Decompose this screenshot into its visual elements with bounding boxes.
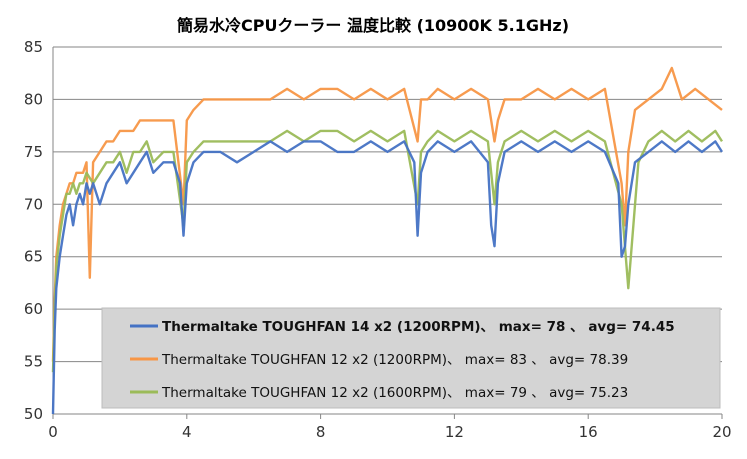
x-tick-label: 20 [712,423,731,441]
legend-label-1: Thermaltake TOUGHFAN 12 x2 (1200RPM)、 ma… [161,352,628,368]
y-tick-label: 80 [24,90,43,108]
legend-box [101,307,721,409]
series-line-0 [51,140,724,415]
legend: Thermaltake TOUGHFAN 14 x2 (1200RPM)、 ma… [101,307,721,409]
axes: 50 55 60 65 70 75 80 85 0 4 8 12 16 20 [24,38,732,441]
legend-label-2: Thermaltake TOUGHFAN 12 x2 (1600RPM)、 ma… [161,385,628,401]
x-tick-label: 16 [579,423,598,441]
y-tick-label: 55 [24,353,43,371]
y-tick-label: 65 [24,248,43,266]
y-tick-label: 50 [24,405,43,423]
y-tick-label: 75 [24,143,43,161]
x-tick-label: 0 [48,423,58,441]
legend-label-0: Thermaltake TOUGHFAN 14 x2 (1200RPM)、 ma… [162,319,675,335]
series-lines [51,66,724,415]
chart-title: 簡易水冷CPUクーラー 温度比較 (10900K 5.1GHz) [176,16,569,35]
x-tick-label: 4 [182,423,192,441]
x-tick-label: 12 [445,423,464,441]
series-line-1 [51,66,723,362]
x-tick-label: 8 [316,423,326,441]
y-tick-label: 85 [24,38,43,56]
y-tick-label: 60 [24,300,43,318]
y-tick-label: 70 [24,195,43,213]
